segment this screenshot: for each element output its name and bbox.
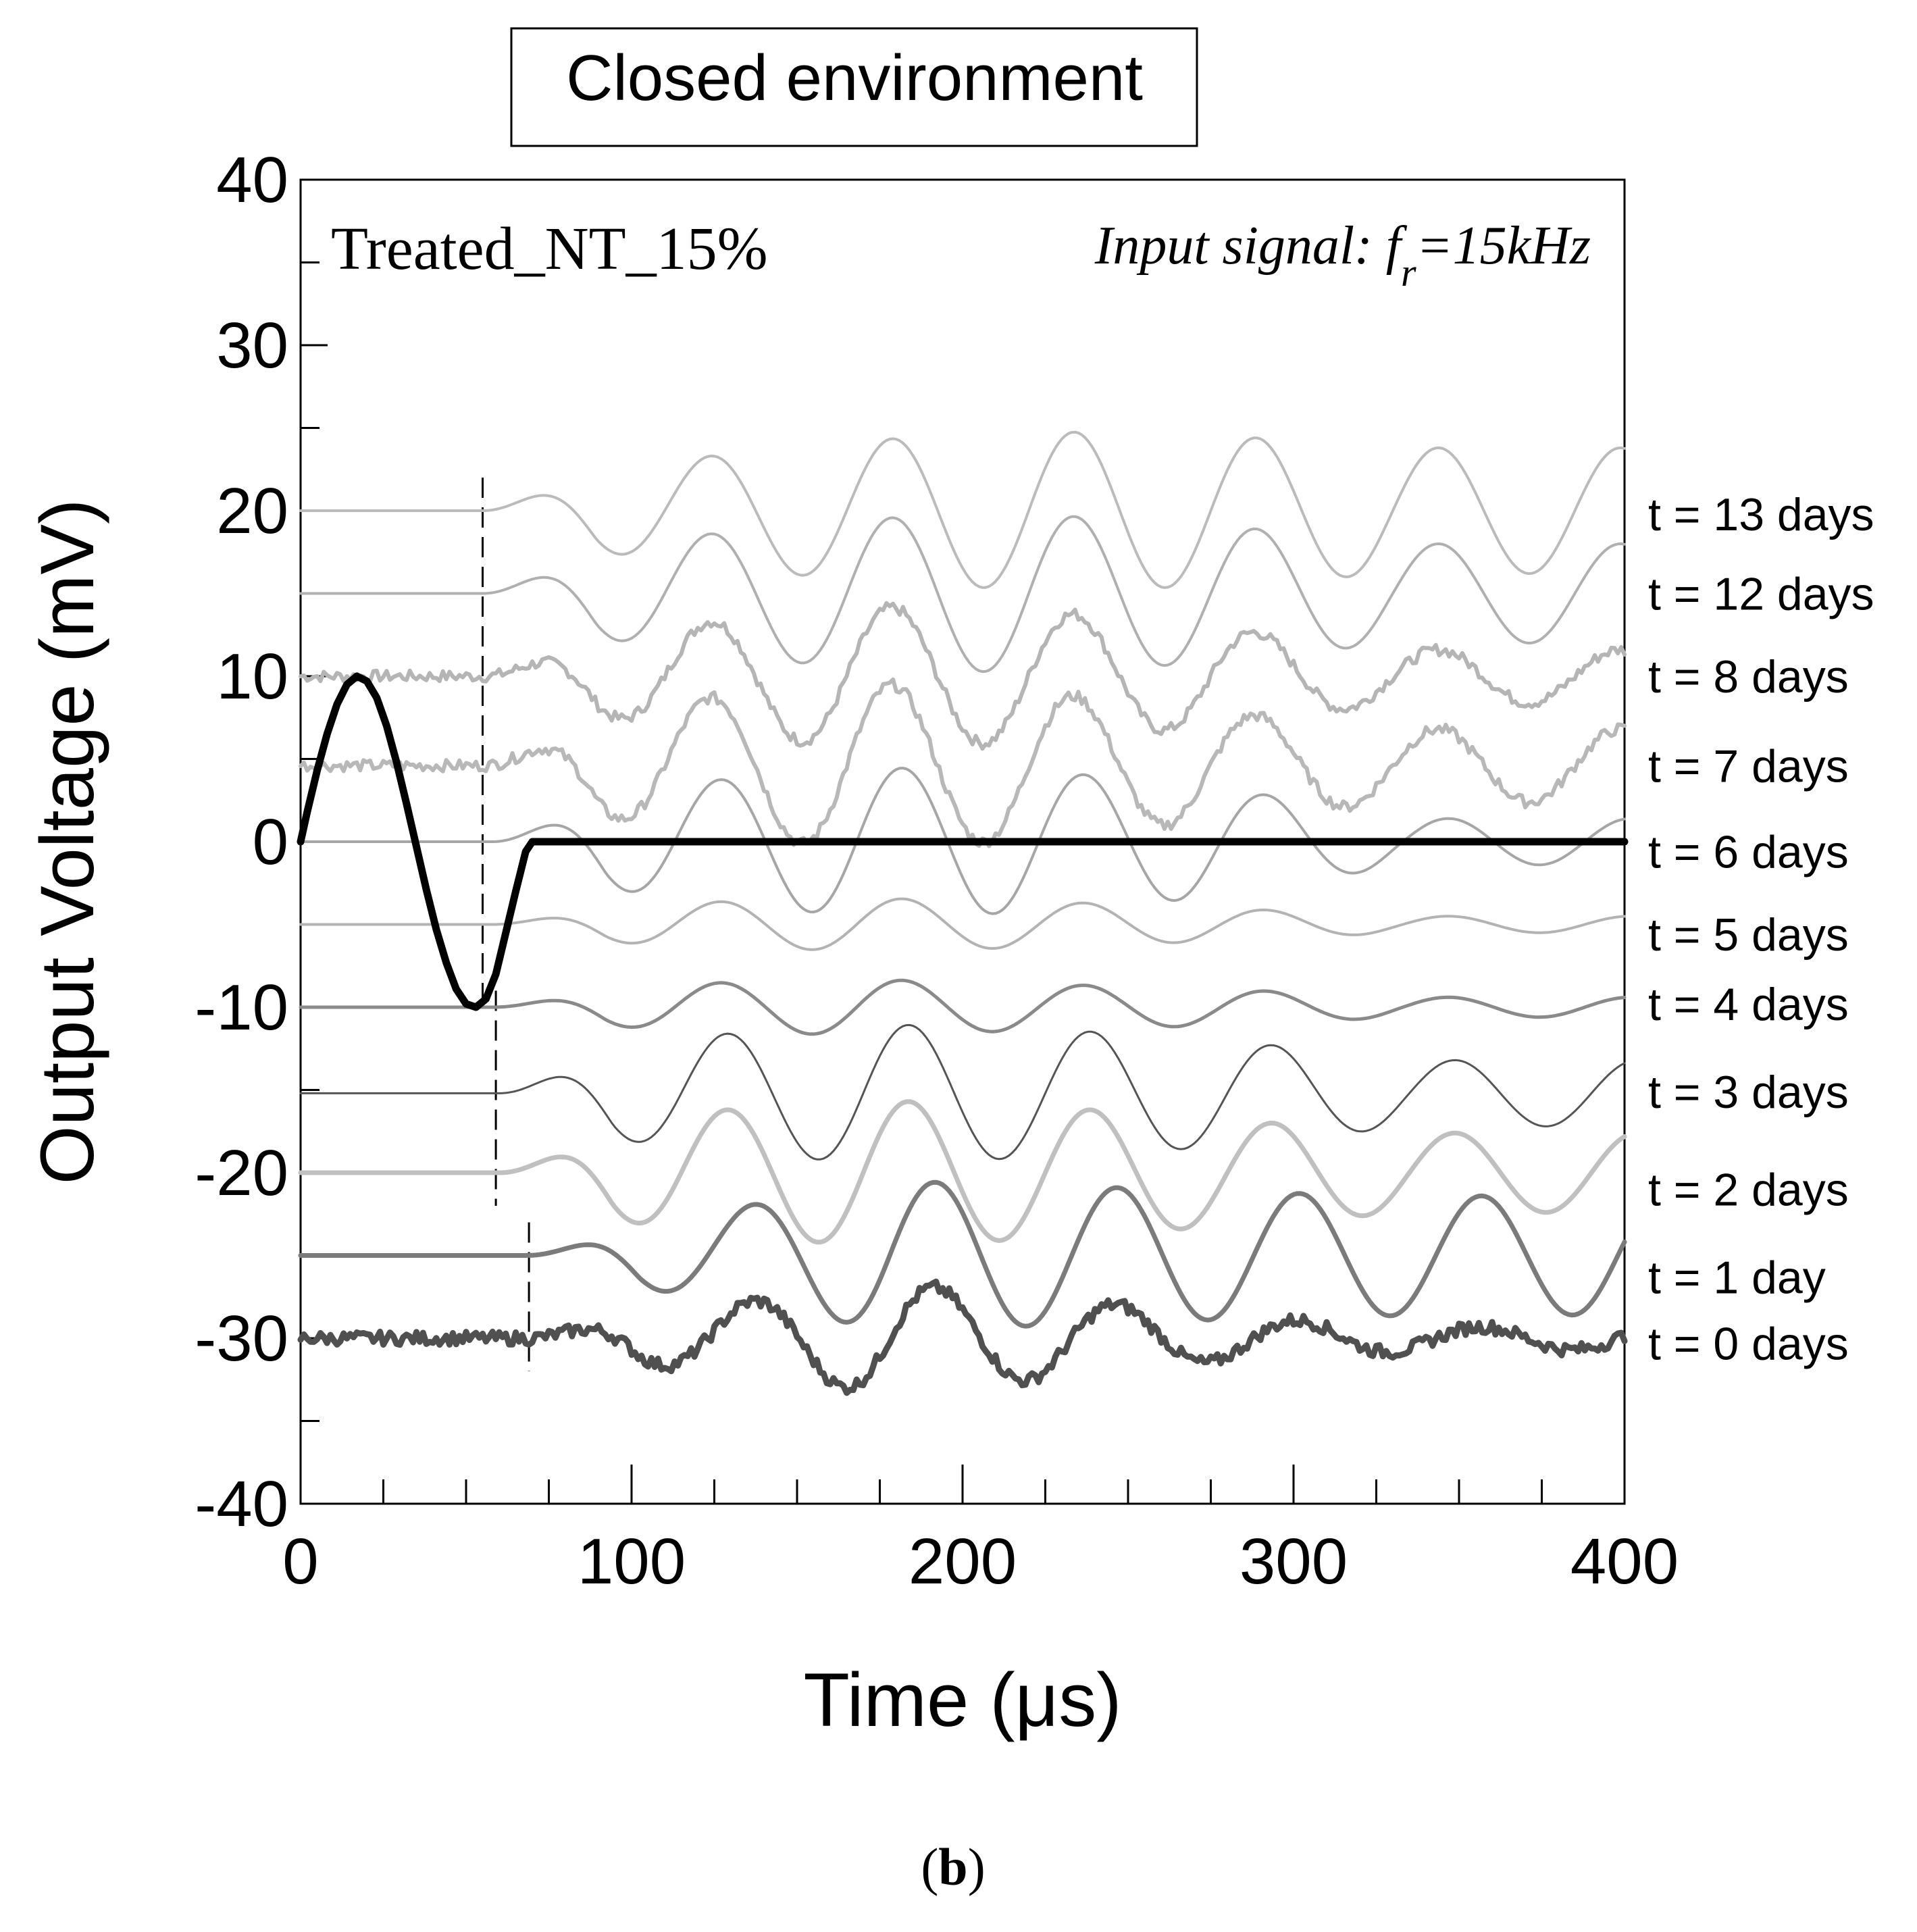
series-layer xyxy=(297,430,1629,1396)
series-label: t = 7 days xyxy=(1648,740,1849,792)
series-label: t = 0 days xyxy=(1648,1318,1849,1369)
series-line xyxy=(297,1278,1628,1396)
series-label: t = 6 days xyxy=(1648,827,1849,878)
series-line xyxy=(299,430,1626,589)
series-label: t = 2 days xyxy=(1648,1165,1849,1216)
series-line xyxy=(299,601,1627,751)
series-line xyxy=(299,897,1626,951)
series-line xyxy=(298,1099,1627,1245)
series-label: t = 1 day xyxy=(1648,1252,1826,1303)
y-tick-label: 20 xyxy=(216,475,288,547)
x-tick-label: 100 xyxy=(578,1525,686,1598)
series-label: t = 12 days xyxy=(1648,569,1874,620)
series-line xyxy=(298,1179,1627,1329)
series-line xyxy=(299,677,1627,848)
y-tick-label: -40 xyxy=(195,1468,288,1540)
y-tick-label: 0 xyxy=(253,806,288,878)
y-tick-label: 30 xyxy=(216,309,288,382)
series-line xyxy=(299,515,1626,673)
y-tick-label: -30 xyxy=(195,1302,288,1375)
x-tick-label: 300 xyxy=(1239,1525,1348,1598)
x-tick-label: 400 xyxy=(1570,1525,1679,1598)
y-tick-label: -10 xyxy=(195,971,288,1044)
series-line xyxy=(299,978,1627,1036)
series-label: t = 3 days xyxy=(1648,1067,1849,1118)
input-signal-line xyxy=(297,672,1629,1011)
panel-label: Treated_NT_15% xyxy=(331,215,768,282)
figure-caption: (b) xyxy=(921,1837,985,1896)
series-label: t = 4 days xyxy=(1648,979,1849,1030)
series-label: t = 5 days xyxy=(1648,909,1849,961)
y-tick-label: 40 xyxy=(216,144,288,216)
series-line xyxy=(299,1023,1626,1161)
series-label: t = 13 days xyxy=(1648,489,1874,540)
series-label: t = 8 days xyxy=(1648,651,1849,703)
x-tick-label: 200 xyxy=(909,1525,1017,1598)
y-tick-label: -20 xyxy=(195,1137,288,1209)
x-tick-label: 0 xyxy=(282,1525,318,1598)
y-tick-label: 10 xyxy=(216,640,288,713)
series-labels: t = 13 days t = 12 days t = 8 days t = 7 da… xyxy=(1648,489,1874,1369)
chart-title: Closed environment xyxy=(566,42,1143,114)
input-signal-label: Input signal: fr=15kHz xyxy=(1094,216,1591,295)
y-axis-title: Output Voltage (mV) xyxy=(25,499,109,1185)
title-box xyxy=(510,27,1198,147)
x-axis-title: Time (μs) xyxy=(804,1658,1122,1742)
